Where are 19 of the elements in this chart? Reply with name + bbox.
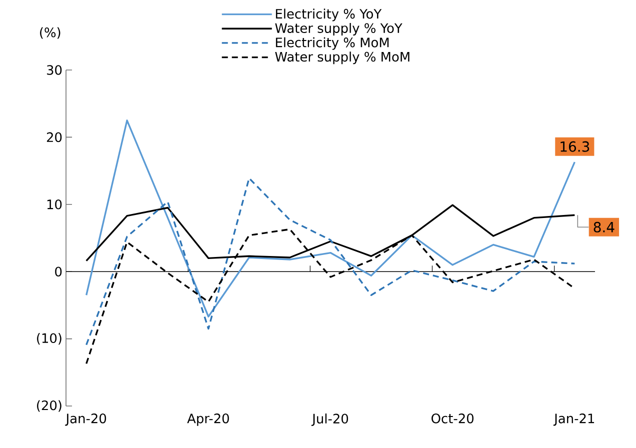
x-tick-label: Jul-20 (311, 414, 348, 426)
x-tick-label: Apr-20 (187, 414, 229, 426)
y-tick-label: 30 (46, 65, 62, 75)
y-tick-label: 20 (46, 132, 62, 142)
x-tick-label: Jan-21 (553, 414, 594, 426)
data-label: 16.3 (560, 141, 590, 152)
y-tick-label: 10 (47, 200, 62, 210)
data-label: 8.4 (594, 222, 614, 232)
y-axis-title: (%) (40, 27, 60, 39)
x-tick-label: Oct-20 (432, 414, 474, 424)
legend-label: Water supply % YoY (275, 22, 402, 36)
legend-label: Electricity % MoM (276, 37, 389, 50)
legend-label: Electricity % YoY (276, 8, 382, 22)
y-tick-label: (10) (37, 333, 62, 345)
y-tick-label: (20) (37, 400, 62, 412)
legend-label: Water supply % MoM (275, 52, 410, 64)
x-tick-label: Jan-20 (65, 414, 106, 426)
line-series (86, 177, 576, 346)
y-tick-label: 0 (55, 266, 62, 276)
